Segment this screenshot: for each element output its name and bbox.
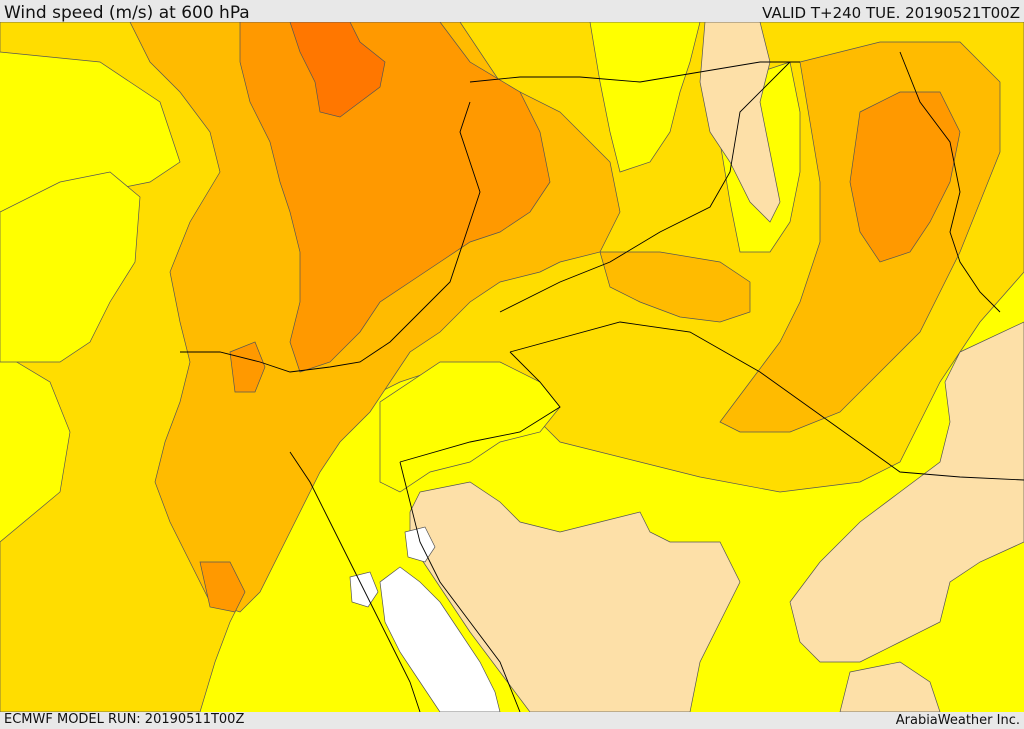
map-footer: ECMWF MODEL RUN: 20190511T00Z ArabiaWeat… — [0, 712, 1024, 729]
band-red-orange-core — [289, 22, 386, 118]
band-orange-deep-sinai — [229, 341, 266, 393]
wind-speed-map — [0, 22, 1024, 712]
band-orange-deep-east — [849, 91, 961, 263]
band-pale-east — [789, 321, 1024, 663]
band-pale-southeast — [839, 661, 941, 712]
border-iraq-saudi — [509, 321, 1024, 481]
border-iran-iraq — [899, 51, 1001, 313]
border-turkey — [469, 61, 800, 83]
valid-time-label: VALID T+240 TUE. 20190521T00Z — [762, 4, 1020, 22]
border-syria-iraq — [499, 61, 791, 313]
band-white-gulf — [404, 526, 436, 563]
map-title: Wind speed (m/s) at 600 hPa — [4, 3, 250, 23]
band-white-red-sea — [379, 566, 501, 712]
map-header: Wind speed (m/s) at 600 hPa VALID T+240 … — [0, 0, 1024, 23]
band-pale-south-central — [409, 481, 741, 712]
model-run-label: ECMWF MODEL RUN: 20190511T00Z — [4, 712, 245, 727]
border-jordan-saudi — [399, 351, 561, 463]
band-pale-north — [699, 22, 781, 223]
band-yellow-center — [379, 361, 561, 493]
borders-layer — [180, 51, 1024, 712]
coastline-red-sea-west — [289, 451, 421, 712]
band-orange-southeast-blob — [599, 251, 751, 323]
coastline-red-sea-east — [399, 461, 521, 712]
band-orange-deep-egypt — [199, 561, 246, 613]
band-yellow-north — [589, 22, 701, 173]
credit-label: ArabiaWeather Inc. — [895, 713, 1020, 728]
band-orange-deep-west — [239, 22, 551, 373]
band-yellow-west-pocket — [0, 171, 141, 363]
coastline-levant — [180, 101, 481, 373]
